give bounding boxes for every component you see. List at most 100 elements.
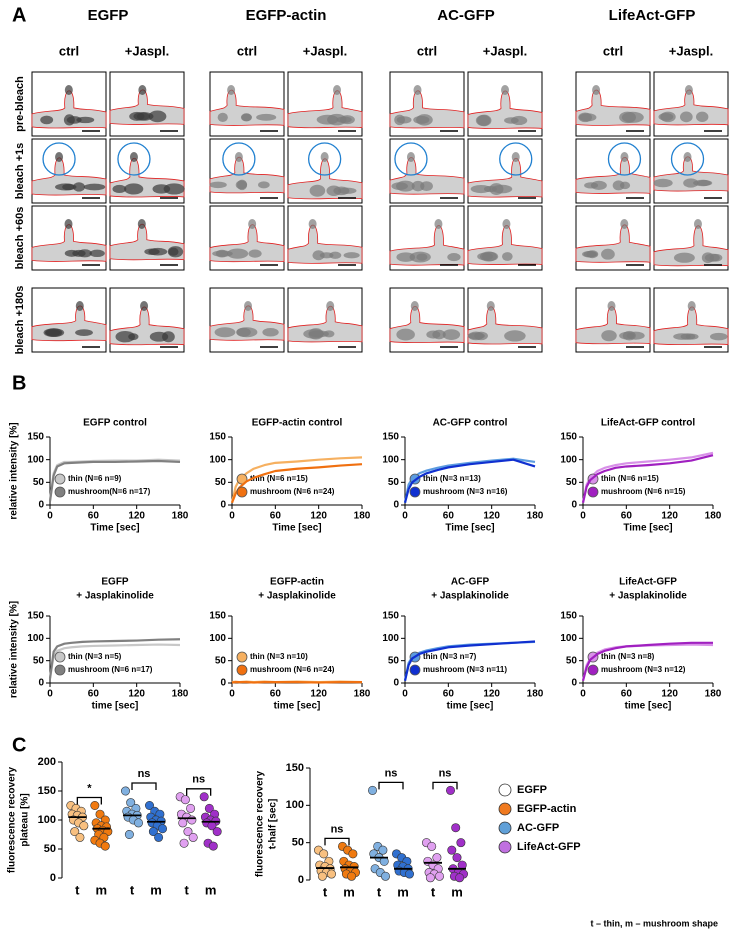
x-axis-label: Time [sec] xyxy=(445,523,494,534)
chart-title: EGFP-actin control xyxy=(252,418,343,429)
signal-blob xyxy=(426,330,441,339)
micrograph xyxy=(389,138,465,204)
signal-blob xyxy=(693,179,713,187)
signal-blob xyxy=(136,112,151,121)
group-title: EGFP-actin xyxy=(246,7,327,24)
y-tick-label: 50 xyxy=(44,843,56,855)
chart-title: EGFP-actin xyxy=(270,577,324,588)
x-tick-label: 0 xyxy=(229,511,235,522)
spine-head xyxy=(410,301,419,311)
y-tick-label: 50 xyxy=(566,477,578,488)
micrograph xyxy=(653,138,729,204)
signal-blob xyxy=(45,329,61,336)
bleach-roi xyxy=(607,142,642,176)
data-point xyxy=(455,873,465,883)
x-tick-label: 60 xyxy=(270,511,282,522)
data-point xyxy=(427,841,437,851)
x-tick-label: m xyxy=(451,884,463,899)
x-tick-label: 180 xyxy=(354,689,371,700)
signal-blob xyxy=(262,327,279,337)
data-point xyxy=(452,853,462,863)
y-axis-label: plateau [%] xyxy=(20,793,31,846)
y-tick-label: 100 xyxy=(209,454,226,465)
significance-label: * xyxy=(87,782,92,794)
y-tick-label: 0 xyxy=(50,872,56,884)
legend-label: mushroom (N=6 n=24) xyxy=(250,487,335,496)
signal-blob xyxy=(673,252,695,263)
signal-blob xyxy=(504,117,519,124)
micrograph xyxy=(209,205,285,271)
series-line xyxy=(581,643,714,682)
significance-bracket xyxy=(186,788,212,796)
chart-title: LifeAct-GFP control xyxy=(601,418,695,429)
signal-blob xyxy=(619,111,636,124)
y-tick-label: 150 xyxy=(560,611,577,622)
data-point xyxy=(425,873,435,883)
legend-marker xyxy=(498,840,512,854)
x-tick-label: 120 xyxy=(483,689,500,700)
spine-head xyxy=(244,301,253,311)
y-tick-label: 150 xyxy=(38,785,56,797)
signal-blob xyxy=(312,250,325,261)
data-point xyxy=(180,795,190,805)
x-tick-label: 0 xyxy=(229,689,235,700)
x-tick-label: 0 xyxy=(47,511,53,522)
spine-head xyxy=(326,301,335,311)
data-point xyxy=(158,824,168,834)
signal-blob xyxy=(601,248,615,260)
signal-blob xyxy=(40,115,54,125)
group-title: LifeAct-GFP xyxy=(609,7,696,24)
x-tick-label: t xyxy=(130,882,135,897)
x-tick-label: 120 xyxy=(483,511,500,522)
micrograph xyxy=(389,205,465,271)
micrograph xyxy=(109,205,185,271)
data-point xyxy=(456,838,466,848)
legend-marker xyxy=(587,486,599,498)
image-frame xyxy=(209,71,285,137)
x-tick-label: m xyxy=(343,884,355,899)
series-line xyxy=(48,638,181,679)
data-point xyxy=(447,845,457,855)
chart-title: AC-GFP xyxy=(451,577,490,588)
legend-marker xyxy=(498,821,512,835)
dendrite xyxy=(287,224,363,264)
signal-blob xyxy=(685,333,699,340)
micrograph xyxy=(653,287,729,353)
x-tick-label: 60 xyxy=(443,511,455,522)
x-tick-label: t xyxy=(377,884,382,899)
micrograph xyxy=(31,287,107,353)
legend-label: LifeAct-GFP xyxy=(517,841,581,853)
group-title: EGFP xyxy=(88,7,129,24)
spine-head xyxy=(320,152,329,162)
data-point xyxy=(199,792,209,802)
signal-blob xyxy=(622,330,636,341)
spine-head xyxy=(333,85,342,95)
signal-blob xyxy=(215,249,229,258)
signal-blob xyxy=(77,249,92,258)
signal-blob xyxy=(256,113,277,121)
signal-blob xyxy=(128,333,139,341)
x-tick-label: 0 xyxy=(402,511,408,522)
signal-blob xyxy=(653,178,673,188)
micrograph xyxy=(209,287,285,353)
significance-label: ns xyxy=(138,768,151,780)
legend-label: thin (N=3 n=7) xyxy=(423,652,477,661)
signal-blob xyxy=(76,116,95,124)
legend-marker xyxy=(409,486,421,498)
data-point xyxy=(134,818,144,828)
series-line xyxy=(581,454,714,503)
column-title: ctrl xyxy=(417,43,437,58)
signal-blob xyxy=(695,111,709,123)
data-point xyxy=(367,785,377,795)
y-tick-label: 100 xyxy=(209,633,226,644)
x-axis-label: time [sec] xyxy=(447,701,494,712)
data-point xyxy=(75,832,85,842)
signal-blob xyxy=(396,252,416,262)
micrograph xyxy=(575,138,651,204)
y-tick-label: 150 xyxy=(382,432,399,443)
spine-head xyxy=(607,301,616,311)
x-tick-label: 60 xyxy=(621,511,633,522)
signal-blob xyxy=(504,330,526,342)
signal-blob xyxy=(240,113,252,122)
y-tick-label: 200 xyxy=(38,756,56,768)
